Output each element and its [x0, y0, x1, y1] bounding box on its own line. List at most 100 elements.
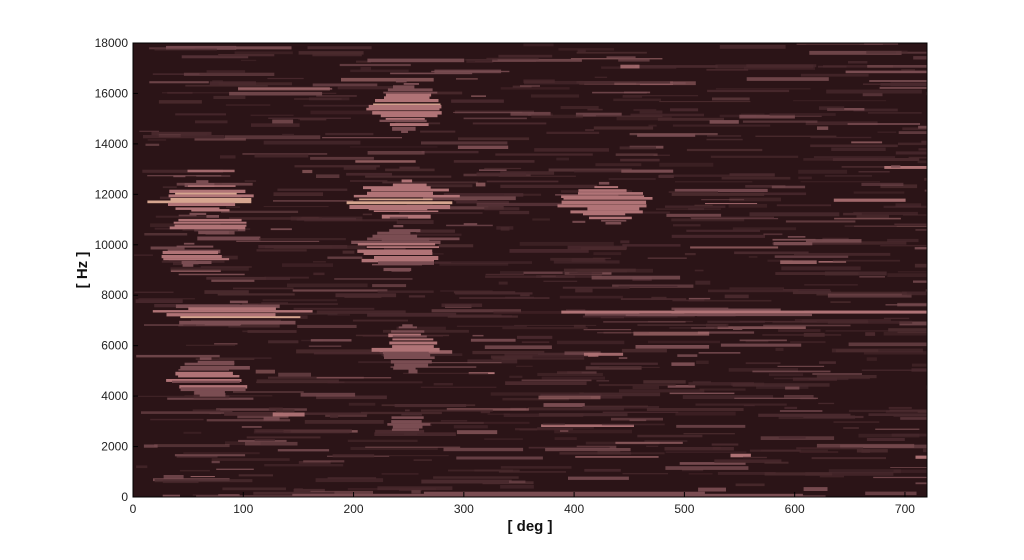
heatmap-streak [304, 219, 398, 222]
heatmap-streak [794, 252, 891, 256]
heatmap-streak [390, 72, 473, 75]
heatmap-streak [167, 397, 254, 400]
heatmap-streak [632, 385, 659, 389]
heatmap-streak [597, 451, 621, 455]
heatmap-hot-streak [392, 338, 434, 341]
heatmap-streak [499, 210, 530, 215]
heatmap-streak [367, 58, 465, 63]
heatmap-streak [273, 245, 366, 250]
heatmap-streak [675, 181, 753, 183]
heatmap-streak [486, 180, 559, 183]
heatmap-streak [925, 91, 927, 96]
heatmap-streak [209, 81, 256, 86]
heatmap-streak [399, 166, 420, 170]
heatmap-streak [895, 151, 927, 155]
heatmap-streak [785, 386, 800, 390]
heatmap-streak [268, 376, 364, 379]
heatmap-streak [456, 456, 543, 460]
heatmap-streak [877, 131, 897, 133]
heatmap-streak [778, 435, 806, 439]
heatmap-streak [734, 397, 818, 399]
heatmap-streak [573, 324, 586, 328]
heatmap-streak [254, 438, 275, 442]
heatmap-streak [292, 289, 388, 292]
heatmap-streak [621, 348, 667, 353]
heatmap-streak [197, 236, 261, 241]
heatmap-streak [500, 466, 572, 469]
heatmap-streak [154, 479, 253, 483]
heatmap-streak [453, 111, 523, 113]
heatmap-streak [221, 210, 299, 213]
heatmap-streak [777, 365, 825, 367]
heatmap-streak [443, 447, 524, 452]
heatmap-streak [913, 280, 927, 283]
heatmap-streak [467, 359, 518, 364]
heatmap-streak [694, 204, 713, 207]
heatmap-streak [915, 482, 927, 485]
heatmap-streak [566, 309, 586, 312]
heatmap-streak [584, 312, 640, 316]
heatmap-streak [917, 160, 927, 164]
heatmap-hot-region [561, 308, 927, 317]
heatmap-streak [194, 138, 246, 141]
heatmap-hot-streak [176, 245, 214, 248]
heatmap-hot-streak [204, 323, 242, 326]
heatmap-streak [528, 446, 610, 449]
heatmap-hot-streak [394, 363, 429, 368]
heatmap-streak [806, 43, 860, 45]
heatmap-streak [843, 427, 859, 429]
heatmap-streak [162, 92, 248, 94]
heatmap-streak [149, 47, 195, 50]
heatmap-streak [273, 200, 354, 202]
heatmap-hot-streak [152, 310, 313, 313]
heatmap-streak [883, 317, 910, 320]
heatmap-streak [746, 77, 829, 81]
heatmap-streak [724, 294, 749, 299]
heatmap-streak [819, 361, 836, 364]
heatmap-streak [236, 240, 320, 242]
heatmap-streak [308, 97, 350, 101]
heatmap-hot-streak [393, 183, 427, 187]
heatmap-streak [790, 341, 826, 344]
heatmap-streak [313, 272, 325, 276]
heatmap-hot-streak [199, 393, 226, 397]
heatmap-streak [385, 168, 435, 172]
heatmap-streak [792, 290, 832, 295]
heatmap-streak [261, 302, 288, 304]
heatmap-streak [247, 330, 297, 333]
heatmap-streak [914, 247, 927, 250]
heatmap-streak [888, 406, 912, 409]
heatmap-streak [686, 229, 761, 232]
heatmap-streak [856, 449, 888, 453]
heatmap-streak [377, 290, 434, 293]
heatmap-streak [206, 276, 266, 280]
heatmap-streak [735, 483, 765, 487]
heatmap-streak [595, 163, 642, 167]
heatmap-streak [568, 476, 629, 480]
heatmap-hot-streak [393, 366, 416, 370]
heatmap-hot-streak [179, 320, 296, 325]
heatmap-streak [256, 249, 307, 252]
heatmap-streak [672, 124, 771, 127]
heatmap-streak [456, 325, 527, 327]
heatmap-streak [218, 54, 275, 57]
heatmap-streak [775, 347, 784, 351]
heatmap-streak [805, 121, 878, 126]
heatmap-streak [176, 455, 218, 458]
y-axis-title: [ Hz ] [74, 252, 91, 289]
heatmap-hot-streak [351, 240, 441, 244]
heatmap-streak [179, 469, 210, 472]
heatmap-streak [548, 168, 632, 172]
heatmap-streak [505, 296, 534, 298]
heatmap-streak [742, 120, 818, 123]
heatmap-streak [350, 180, 388, 182]
heatmap-streak [865, 491, 917, 496]
heatmap-hot-streak [175, 304, 280, 309]
heatmap-hot-streak [180, 366, 250, 370]
heatmap-hot-streak [393, 85, 415, 89]
heatmap-streak [170, 269, 221, 272]
heatmap-streak [234, 51, 293, 55]
heatmap-hot-streak [598, 181, 610, 185]
heatmap-streak [819, 475, 844, 478]
heatmap-streak [255, 369, 275, 374]
